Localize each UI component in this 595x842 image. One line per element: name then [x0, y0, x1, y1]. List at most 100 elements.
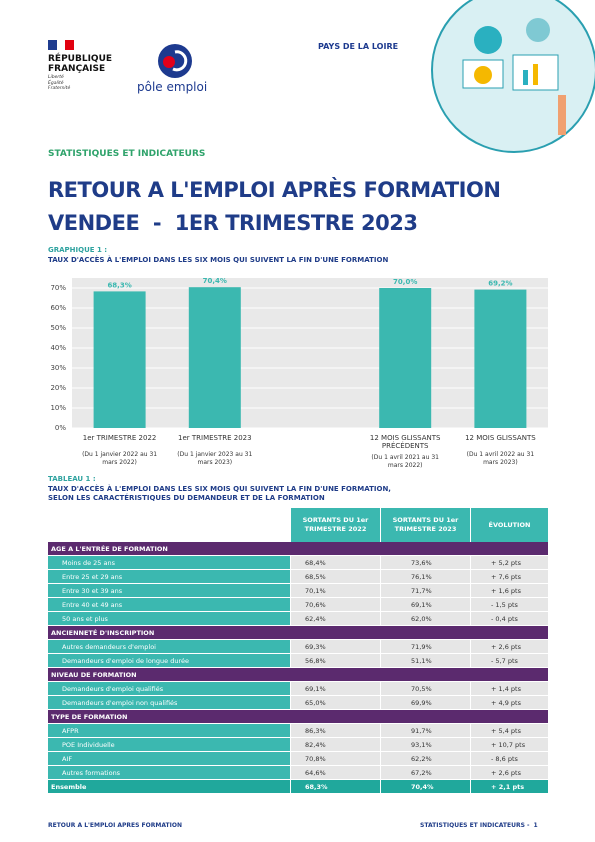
region: PAYS DE LA LOIRE — [318, 42, 399, 51]
y-tick-label: 40% — [50, 344, 66, 352]
table-row: Moins de 25 ans 68,4% 73,6% + 5,2 pts — [48, 556, 548, 570]
value-label: 70,0% — [393, 278, 417, 286]
cell-value: + 2,6 pts — [470, 640, 548, 654]
cell-value: 64,6% — [290, 766, 380, 780]
value-label: 70,4% — [203, 277, 227, 285]
cell-value: + 4,9 pts — [470, 696, 548, 710]
cell-value: 71,9% — [380, 640, 470, 654]
title-line: VENDEE - 1ER TRIMESTRE 2023 — [48, 211, 418, 235]
group-name: AGE A L'ENTRÉE DE FORMATION — [48, 542, 548, 556]
table-row: Entre 30 et 39 ans 70,1% 71,7% + 1,6 pts — [48, 584, 548, 598]
cell-value: + 7,6 pts — [470, 570, 548, 584]
republique-line: FRANÇAISE — [48, 64, 106, 74]
row-label: Moins de 25 ans — [48, 556, 290, 570]
cell-value: 69,1% — [380, 598, 470, 612]
table-title-line: SELON LES CARACTÉRISTIQUES DU DEMANDEUR … — [48, 494, 325, 502]
row-label: POE Individuelle — [48, 738, 290, 752]
pole-emploi-logo — [158, 44, 192, 78]
total-label: Ensemble — [48, 780, 290, 794]
chart: 0% 10% 20% 30% 40% 50% 60% 70% 68,3% 70,4% 70,0% 69… — [50, 277, 548, 432]
motto-line: Égalité — [48, 80, 64, 86]
table-row: Autres formations 64,6% 67,2% + 2,6 pts — [48, 766, 548, 780]
group-row: NIVEAU DE FORMATION — [48, 668, 548, 682]
cell-value: 70,1% — [290, 584, 380, 598]
group-name: NIVEAU DE FORMATION — [48, 668, 548, 682]
total-row: Ensemble 68,3% 70,4% + 2,1 pts — [48, 780, 548, 794]
cell-value: 62,0% — [380, 612, 470, 626]
illustration — [431, 0, 595, 153]
value-label: 68,3% — [107, 281, 131, 289]
row-label: Entre 25 et 29 ans — [48, 570, 290, 584]
cell-value: 62,2% — [380, 752, 470, 766]
title-line: RETOUR A L'EMPLOI APRÈS FORMATION — [48, 178, 501, 202]
table-title-line: TAUX D'ACCÈS À L'EMPLOI DANS LES SIX MOI… — [48, 485, 391, 493]
cell-value: 76,1% — [380, 570, 470, 584]
table-row: AIF 70,8% 62,2% - 8,6 pts — [48, 752, 548, 766]
row-label: Entre 40 et 49 ans — [48, 598, 290, 612]
value-label: 69,2% — [488, 280, 512, 288]
cell-value: 73,6% — [380, 556, 470, 570]
group-row: TYPE DE FORMATION — [48, 710, 548, 724]
cell-value: 69,3% — [290, 640, 380, 654]
cell-value: 82,4% — [290, 738, 380, 752]
cell-value: 65,0% — [290, 696, 380, 710]
cell-value: - 0,4 pts — [470, 612, 548, 626]
row-label: Demandeurs d'emploi non qualifiés — [48, 696, 290, 710]
y-tick-label: 20% — [50, 384, 66, 392]
cell-value: 62,4% — [290, 612, 380, 626]
chart-label: GRAPHIQUE 1 : — [48, 246, 108, 254]
cell-value: 56,8% — [290, 654, 380, 668]
table-row: AFPR 86,3% 91,7% + 5,4 pts — [48, 724, 548, 738]
cell-value: + 5,2 pts — [470, 556, 548, 570]
column-header: ÉVOLUTION — [470, 508, 548, 543]
group-name: ANCIENNETÉ D'INSCRIPTION — [48, 626, 548, 640]
bar — [379, 288, 432, 428]
cell-value: + 5,4 pts — [470, 724, 548, 738]
cell-value: 93,1% — [380, 738, 470, 752]
header-blank — [48, 508, 290, 543]
y-tick-label: 10% — [50, 404, 66, 412]
table-row: Demandeurs d'emploi de longue durée 56,8%… — [48, 654, 548, 668]
pole-emploi-name: pôle emploi — [137, 80, 208, 94]
table-row: Entre 25 et 29 ans 68,5% 76,1% + 7,6 pts — [48, 570, 548, 584]
cell-value: + 1,4 pts — [470, 682, 548, 696]
cell-value: + 1,6 pts — [470, 584, 548, 598]
cell-value: + 2,6 pts — [470, 766, 548, 780]
table-row: Autres demandeurs d'emploi 69,3% 71,9% + 2,… — [48, 640, 548, 654]
cell-value: 70,8% — [290, 752, 380, 766]
cell-value: 68,4% — [290, 556, 380, 570]
group-row: AGE A L'ENTRÉE DE FORMATION — [48, 542, 548, 556]
table-row: POE Individuelle 82,4% 93,1% + 10,7 pts — [48, 738, 548, 752]
footer-right: STATISTIQUES ET INDICATEURS - — [420, 822, 530, 829]
category-label: 1er TRIMESTRE 2022 — [82, 434, 157, 442]
group-name: TYPE DE FORMATION — [48, 710, 548, 724]
cell-value: - 8,6 pts — [470, 752, 548, 766]
cell-value: 86,3% — [290, 724, 380, 738]
column-header: SORTANTS DU 1er TRIMESTRE 2023 — [380, 508, 470, 543]
category-label: 12 MOIS GLISSANTS PRÉCÉDENTS — [369, 434, 441, 450]
row-label: 50 ans et plus — [48, 612, 290, 626]
y-tick-label: 0% — [55, 424, 66, 432]
period-label: (Du 1 avril 2021 au 31 mars 2022) — [371, 454, 439, 469]
cell-value: 69,1% — [290, 682, 380, 696]
category-label: 12 MOIS GLISSANTS — [465, 434, 536, 442]
row-label: AFPR — [48, 724, 290, 738]
table-header: SORTANTS DU 1er TRIMESTRE 2022 SORTANTS D… — [48, 508, 548, 543]
y-tick-label: 30% — [50, 364, 66, 372]
table-row: Demandeurs d'emploi qualifiés 69,1% 70,5% +… — [48, 682, 548, 696]
motto-line: Fraternité — [48, 86, 71, 91]
column-header: SORTANTS DU 1er TRIMESTRE 2022 — [290, 508, 380, 543]
footer-left: RETOUR A L'EMPLOI APRES FORMATION — [48, 822, 182, 829]
page-number: 1 — [533, 822, 538, 829]
row-label: Autres formations — [48, 766, 290, 780]
bar — [474, 289, 527, 428]
cell-value: 67,2% — [380, 766, 470, 780]
row-label: Demandeurs d'emploi qualifiés — [48, 682, 290, 696]
cell-value: 70,5% — [380, 682, 470, 696]
group-row: ANCIENNETÉ D'INSCRIPTION — [48, 626, 548, 640]
cell-value: + 10,7 pts — [470, 738, 548, 752]
table-row: 50 ans et plus 62,4% 62,0% - 0,4 pts — [48, 612, 548, 626]
cell-value: 71,7% — [380, 584, 470, 598]
period-label: (Du 1 janvier 2022 au 31 mars 2022) — [82, 451, 158, 466]
cell-value: 70,6% — [290, 598, 380, 612]
